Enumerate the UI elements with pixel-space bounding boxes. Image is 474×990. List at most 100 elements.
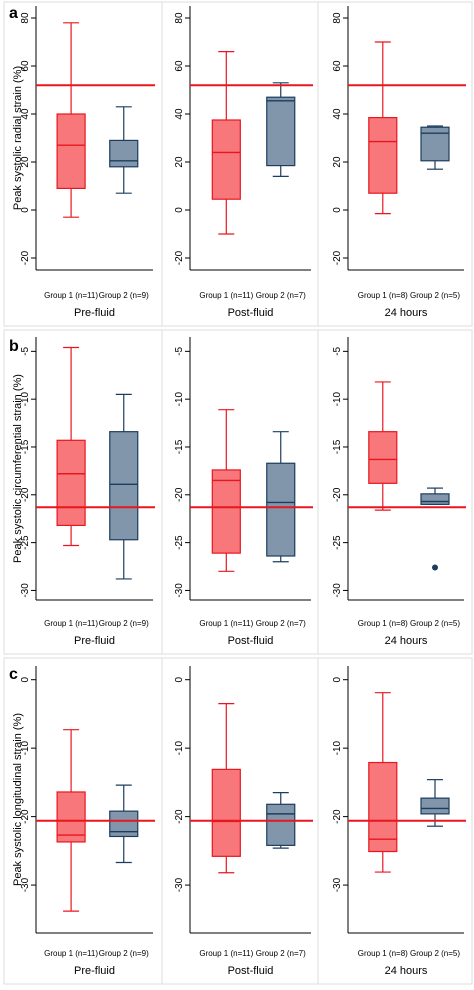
iqr-box [368, 116, 398, 194]
subpanel-3: -20 0 20 40 60 80 Group 1 (n=8) Group 2 (n=5) 24… [317, 1, 473, 327]
y-tick-label: -10 [20, 740, 31, 755]
box-group-1: Group 1 (n=11) [44, 346, 98, 628]
y-tick-label: -20 [20, 809, 31, 824]
box-group-2: Group 2 (n=5) [410, 125, 460, 300]
y-tick-label: -5 [332, 346, 343, 355]
subpanel-title: Pre-fluid [74, 307, 115, 319]
y-tick-label: -20 [174, 250, 185, 265]
panel-letter: b [9, 338, 19, 355]
iqr-box [266, 96, 296, 167]
x-category-label: Group 1 (n=11) [44, 949, 98, 958]
box-group-2: Group 2 (n=7) [256, 82, 306, 300]
x-category-label: Group 1 (n=11) [199, 949, 253, 958]
x-category-label: Group 2 (n=7) [256, 291, 306, 300]
y-tick-label: -20 [20, 487, 31, 502]
box-group-1: Group 1 (n=11) [199, 50, 254, 300]
x-category-label: Group 2 (n=5) [410, 949, 460, 958]
box-group-2: Group 2 (n=9) [99, 106, 149, 300]
x-category-label: Group 1 (n=11) [44, 619, 98, 628]
subpanel-border [317, 657, 473, 985]
box-group-1: Group 1 (n=11) [44, 22, 98, 300]
y-axis-label: Peak systolic circumferential strain (%) [12, 374, 24, 563]
y-tick-label: -20 [332, 250, 343, 265]
subpanel-title: Post-fluid [228, 635, 274, 647]
subpanel-border [317, 329, 473, 655]
y-tick-label: 0 [174, 207, 185, 213]
box-group-2: Group 2 (n=5) [410, 779, 460, 958]
box-group-1: Group 1 (n=11) [199, 703, 254, 958]
x-category-label: Group 1 (n=11) [199, 291, 253, 300]
box-group-2: Group 2 (n=7) [256, 792, 306, 958]
box-group-2: Group 2 (n=7) [256, 431, 306, 628]
y-tick-label: 20 [20, 156, 31, 168]
panel-c: c Peak systolic longitudinal strain (%) 0 -… [3, 657, 473, 985]
x-category-label: Group 1 (n=11) [44, 291, 98, 300]
y-tick-label: -10 [20, 391, 31, 406]
y-tick-label: -15 [20, 439, 31, 454]
iqr-box [420, 797, 450, 815]
y-axis-label: Peak systolic radial strain (%) [12, 66, 24, 210]
iqr-box [420, 493, 450, 505]
y-tick-label: 40 [332, 108, 343, 120]
y-tick-label: 60 [332, 60, 343, 72]
y-tick-label: 80 [20, 12, 31, 24]
iqr-box [109, 810, 139, 838]
iqr-box [56, 791, 86, 843]
iqr-box [266, 462, 296, 557]
y-tick-label: -10 [332, 391, 343, 406]
box-group-1: Group 1 (n=8) [358, 692, 408, 958]
y-tick-label: 80 [174, 12, 185, 24]
subpanel-1: 0 -10 -20 -30 Group 1 (n=11) Group 2 (n=9) Pre… [3, 657, 163, 985]
y-tick-label: 0 [20, 207, 31, 213]
x-category-label: Group 1 (n=11) [199, 619, 253, 628]
y-tick-label: -30 [20, 583, 31, 598]
y-tick-label: -10 [174, 391, 185, 406]
panel-letter: a [9, 5, 18, 22]
y-tick-label: -15 [174, 439, 185, 454]
y-tick-label: 20 [174, 156, 185, 168]
subpanel-title: Pre-fluid [74, 635, 115, 647]
box-group-2: Group 2 (n=9) [99, 393, 149, 628]
iqr-box [109, 139, 139, 168]
iqr-box [420, 126, 450, 162]
y-tick-label: 80 [332, 12, 343, 24]
iqr-box [368, 431, 398, 484]
subpanel-3: -5 -10 -15 -20 -25 -30 Group 1 (n=8) Group 2 (n… [317, 329, 473, 655]
y-tick-label: -20 [174, 487, 185, 502]
iqr-box [56, 439, 86, 527]
x-category-label: Group 2 (n=7) [256, 619, 306, 628]
y-tick-label: 0 [332, 676, 343, 682]
x-category-label: Group 2 (n=7) [256, 949, 306, 958]
y-tick-label: 60 [174, 60, 185, 72]
iqr-box [211, 469, 241, 554]
subpanel-title: 24 hours [385, 307, 428, 319]
iqr-box [266, 803, 296, 846]
iqr-box [211, 768, 241, 857]
x-category-label: Group 2 (n=9) [99, 949, 149, 958]
subpanel-title: 24 hours [385, 965, 428, 977]
y-tick-label: 40 [174, 108, 185, 120]
subpanel-1: -5 -10 -15 -20 -25 -30 Group 1 (n=11) Group 2 (… [3, 329, 163, 655]
y-tick-label: -30 [174, 877, 185, 892]
y-tick-label: -30 [20, 877, 31, 892]
y-tick-label: -25 [174, 535, 185, 550]
x-category-label: Group 1 (n=8) [358, 291, 408, 300]
panel-b: b Peak systolic circumferential strain (%… [3, 329, 473, 655]
iqr-box [109, 431, 139, 541]
box-group-2: Group 2 (n=9) [99, 784, 149, 958]
y-tick-label: 20 [332, 156, 343, 168]
y-tick-label: -5 [174, 346, 185, 355]
x-category-label: Group 2 (n=5) [410, 291, 460, 300]
subpanel-2: 0 -10 -20 -30 Group 1 (n=11) Group 2 (n=7) Pos… [161, 657, 319, 985]
subpanel-3: 0 -10 -20 -30 Group 1 (n=8) Group 2 (n=5) 24 h… [317, 657, 473, 985]
subpanel-2: -5 -10 -15 -20 -25 -30 Group 1 (n=11) Group 2 (… [161, 329, 319, 655]
y-tick-label: -30 [174, 583, 185, 598]
box-group-1: Group 1 (n=11) [44, 729, 98, 958]
x-category-label: Group 1 (n=8) [358, 619, 408, 628]
y-tick-label: 40 [20, 108, 31, 120]
y-tick-label: -25 [20, 535, 31, 550]
iqr-box [56, 113, 86, 190]
subpanel-title: Pre-fluid [74, 965, 115, 977]
box-group-2: Group 2 (n=5) [410, 487, 460, 628]
y-tick-label: -20 [332, 487, 343, 502]
